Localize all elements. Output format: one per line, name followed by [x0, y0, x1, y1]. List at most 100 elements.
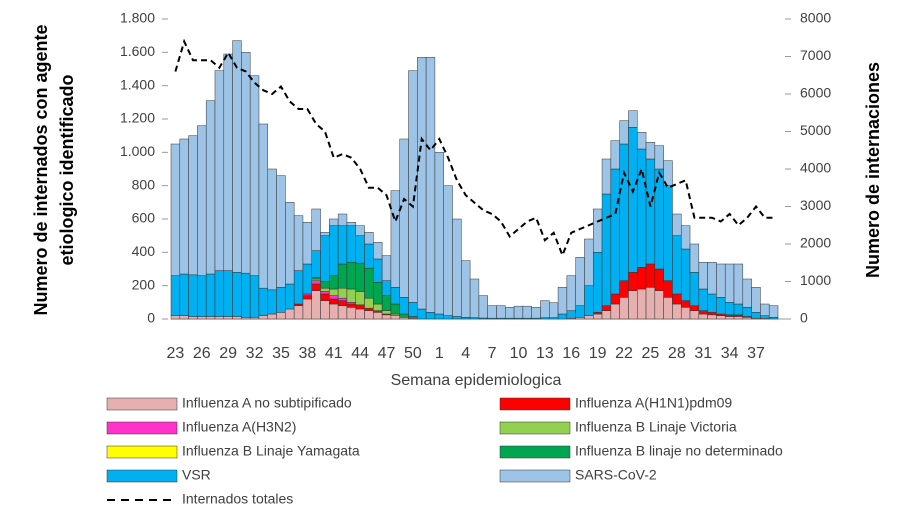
legend-label: Influenza A no subtipificado	[182, 395, 352, 411]
legend-label: Influenza A(H3N2)	[182, 419, 296, 435]
bar-segment	[733, 263, 744, 305]
bar-segment	[232, 316, 242, 320]
bar-segment	[628, 272, 638, 291]
bar-segment	[320, 281, 330, 289]
x-tick-label: 32	[246, 345, 264, 362]
bar-segment	[364, 310, 374, 320]
y2-tick-label: 3000	[800, 197, 831, 213]
bar-segment	[337, 297, 348, 301]
bar-segment	[249, 275, 260, 318]
bar-segment	[557, 287, 568, 315]
bar-segment	[698, 310, 708, 315]
bar-segment	[346, 225, 356, 263]
bar-segment	[663, 160, 673, 186]
bar-segment	[302, 263, 313, 295]
bar-segment	[716, 297, 726, 315]
bar-segment	[302, 222, 313, 265]
bar-segment	[249, 75, 260, 276]
bar-segment	[337, 305, 348, 320]
bar-segment	[276, 287, 286, 313]
legend-swatch	[499, 397, 571, 411]
y-tick-label: 1.000	[120, 143, 155, 159]
x-tick-label: 34	[721, 345, 739, 362]
bar-segment	[549, 302, 559, 318]
y-tick-label: 1.600	[120, 43, 155, 59]
bar-segment	[663, 185, 673, 281]
bar-segment	[425, 57, 436, 313]
bar-segment	[698, 262, 708, 290]
x-axis-label: Semana epidemiologica	[391, 372, 562, 389]
bar-segment	[311, 250, 321, 278]
legend-label: VSR	[182, 467, 211, 483]
bar-segment	[329, 218, 339, 226]
bar-segment	[610, 303, 620, 320]
bar-segment	[566, 275, 576, 311]
bar-segment	[241, 272, 251, 318]
bar-segment	[241, 317, 251, 320]
bar-segment	[724, 302, 735, 316]
bar-segment	[698, 288, 708, 311]
bar-segment	[276, 175, 286, 288]
bar-segment	[311, 283, 321, 291]
bar-segment	[320, 235, 330, 282]
bar-segment	[320, 293, 330, 301]
x-tick-label: 22	[615, 345, 633, 362]
bar-segment	[408, 302, 418, 317]
x-tick-label: 13	[536, 345, 554, 362]
y2-tick-label: 6000	[800, 85, 831, 101]
bar-segment	[628, 110, 638, 128]
bar-segment	[390, 303, 400, 315]
bar-segment	[214, 316, 225, 320]
bar-segment	[214, 270, 225, 317]
bar-segment	[381, 314, 392, 320]
bar-segment	[355, 305, 365, 310]
bar-segment	[575, 257, 585, 306]
bar-segment	[760, 303, 770, 316]
bar-segment	[654, 168, 664, 270]
bar-segment	[355, 308, 365, 320]
legend-swatch	[106, 445, 178, 459]
y2-tick-label: 7000	[800, 47, 831, 63]
bar-segment	[258, 315, 269, 320]
bar-segment	[478, 295, 488, 319]
bar-segment	[293, 215, 304, 271]
x-tick-label: 31	[694, 345, 712, 362]
bar-segment	[654, 268, 664, 291]
bar-segment	[593, 312, 603, 315]
bar-segment	[698, 313, 708, 320]
bar-segment	[452, 218, 462, 317]
bar-segment	[434, 152, 444, 315]
bar-segment	[505, 307, 515, 319]
x-tick-label: 16	[562, 345, 580, 362]
bar-segment	[399, 317, 409, 320]
bar-segment	[267, 313, 277, 320]
y-tick-label: 800	[132, 176, 156, 192]
x-tick-label: 29	[219, 345, 237, 362]
bar-segment	[329, 275, 339, 290]
bar-segment	[768, 305, 779, 318]
bar-segment	[689, 310, 700, 320]
bar-segment	[540, 300, 550, 318]
bar-segment	[355, 225, 365, 236]
bar-segment	[381, 310, 392, 315]
y-tick-label: 1.200	[120, 110, 155, 126]
bar-segment	[311, 280, 321, 285]
bar-segment	[364, 232, 374, 245]
bar-segment	[337, 213, 348, 226]
bar-segment	[434, 313, 444, 320]
bar-segment	[364, 243, 374, 269]
bar-segment	[636, 288, 647, 320]
bar-segment	[724, 263, 735, 303]
bar-segment	[293, 305, 304, 320]
bar-segment	[680, 307, 691, 320]
bar-segment	[417, 57, 427, 310]
bar-segment	[733, 314, 744, 317]
bar-segment	[373, 303, 383, 311]
bar-segment	[249, 317, 260, 320]
bar-segment	[346, 302, 356, 305]
bar-segment	[601, 310, 612, 320]
bar-segment	[258, 123, 269, 289]
bar-segment	[364, 307, 374, 311]
bar-segment	[285, 308, 295, 320]
